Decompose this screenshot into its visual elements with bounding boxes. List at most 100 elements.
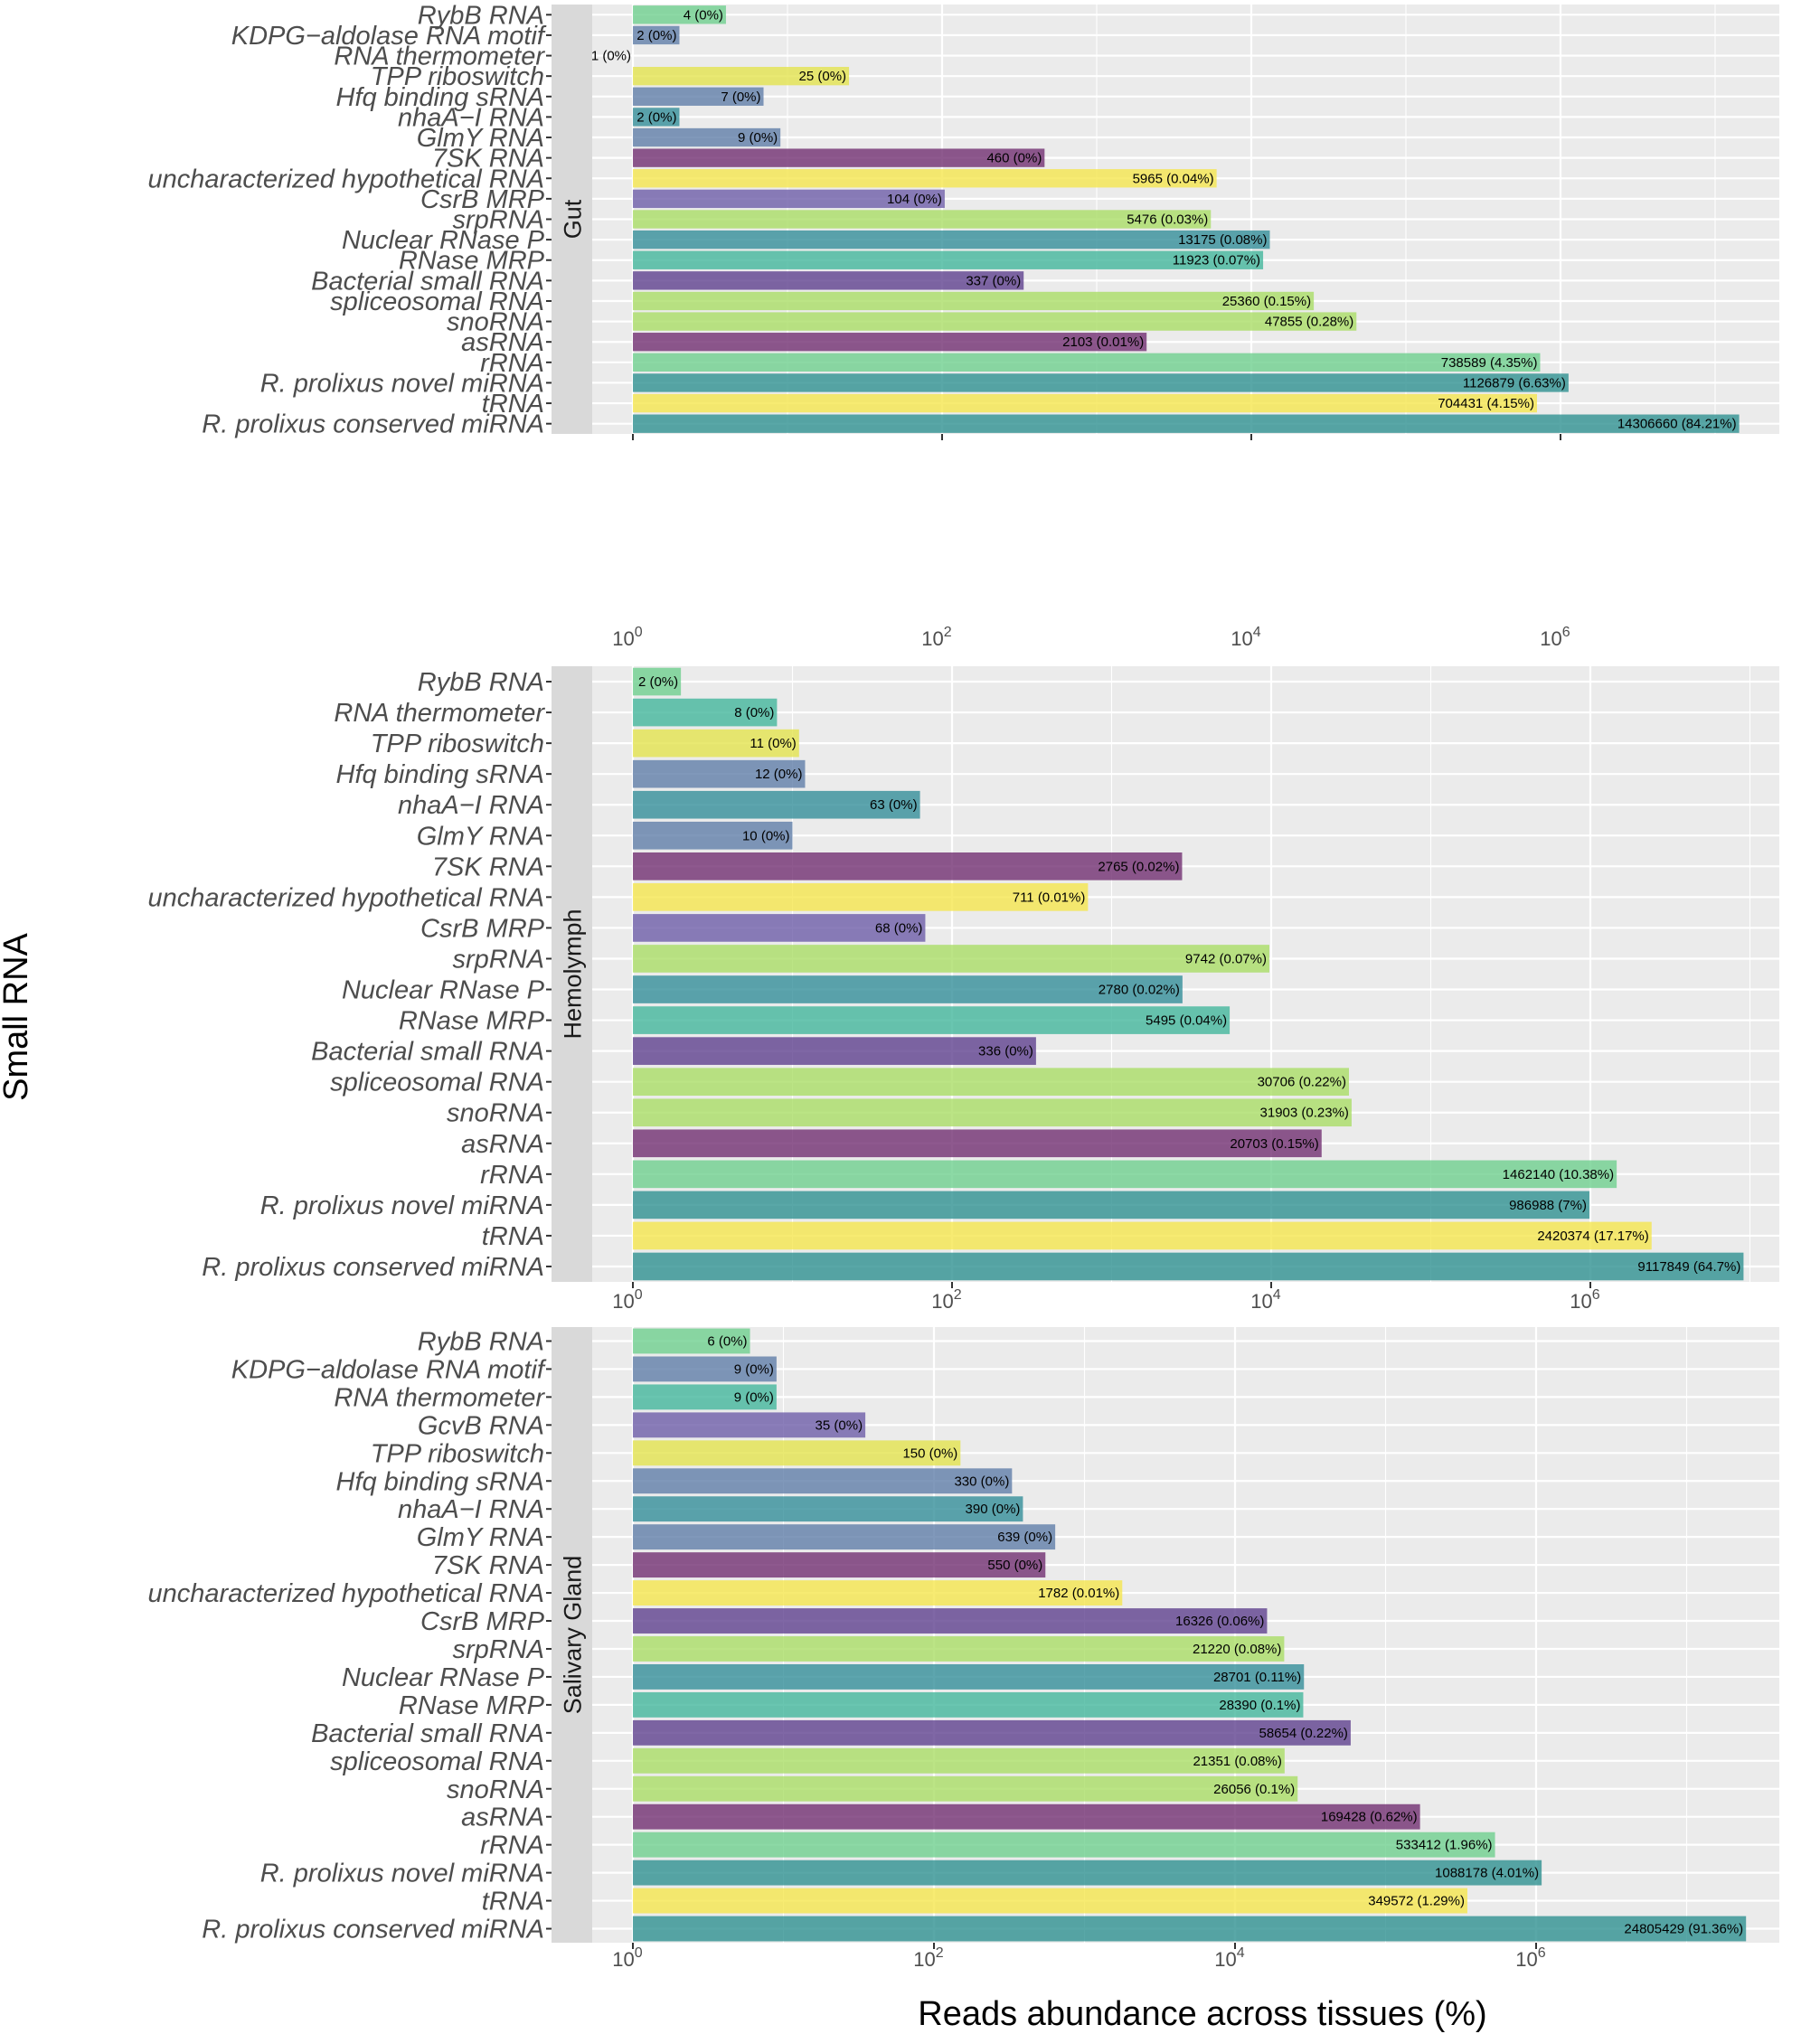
- y-tick-label: RNA thermometer: [334, 42, 545, 71]
- bar: [633, 1356, 777, 1382]
- bar-value-label: 9 (0%): [734, 1361, 774, 1377]
- bar: [633, 1468, 1013, 1494]
- y-tick-label: uncharacterized hypothetical RNA: [148, 883, 544, 912]
- y-tick-label: tRNA: [482, 1222, 544, 1251]
- bar: [633, 729, 799, 758]
- bar: [633, 291, 1315, 311]
- bar: [633, 353, 1541, 372]
- bar-value-label: 2780 (0.02%): [1099, 983, 1180, 998]
- y-tick-label: spliceosomal RNA: [330, 287, 544, 316]
- bar-value-label: 550 (0%): [987, 1558, 1042, 1573]
- bar-value-label: 13175 (0.08%): [1178, 232, 1267, 248]
- y-tick-label: spliceosomal RNA: [330, 1069, 544, 1097]
- bar-value-label: 5965 (0.04%): [1133, 171, 1214, 186]
- y-tick-label: Hfq binding sRNA: [336, 1467, 545, 1496]
- y-tick-label: uncharacterized hypothetical RNA: [148, 165, 544, 193]
- panel-gut: Gut 4 (0%) RybB RNA 2 (0%) KDPG−aldolase RNA…: [148, 1, 1779, 650]
- bar: [633, 1664, 1305, 1690]
- bar: [633, 945, 1269, 973]
- bar: [633, 975, 1183, 1003]
- y-tick-label: RNase MRP: [399, 1007, 545, 1036]
- bar-value-label: 16326 (0.06%): [1175, 1614, 1264, 1629]
- bar-value-label: 337 (0%): [966, 273, 1021, 288]
- y-tick-label: tRNA: [482, 390, 544, 419]
- bar: [633, 1803, 1420, 1830]
- bar: [633, 1068, 1349, 1096]
- bar-value-label: 68 (0%): [875, 920, 923, 936]
- bar: [633, 87, 764, 106]
- bar-value-label: 4 (0%): [684, 7, 723, 23]
- facet-strip: [552, 666, 592, 1282]
- y-tick-label: Bacterial small RNA: [311, 1038, 544, 1067]
- y-tick-label: Bacterial small RNA: [311, 267, 544, 296]
- bar: [633, 1440, 961, 1466]
- y-tick-label: KDPG−aldolase RNA motif: [231, 22, 547, 51]
- bar-value-label: 11923 (0.07%): [1173, 253, 1260, 268]
- facet-label: Hemolymph: [560, 909, 587, 1039]
- y-tick-label: GcvB RNA: [418, 1411, 544, 1440]
- bar-value-label: 2 (0%): [637, 109, 676, 125]
- x-tick-label: 104: [1214, 1945, 1244, 1971]
- y-tick-label: RNA thermometer: [334, 699, 545, 728]
- facet-strip: [552, 1327, 592, 1943]
- y-tick-label: nhaA−I RNA: [398, 103, 544, 132]
- bar: [633, 1832, 1495, 1858]
- bar: [633, 790, 920, 819]
- y-tick-label: Nuclear RNase P: [342, 226, 545, 255]
- bar: [633, 1221, 1652, 1250]
- y-tick-label: spliceosomal RNA: [330, 1747, 544, 1776]
- chart-panels: Gut 4 (0%) RybB RNA 2 (0%) KDPG−aldolase RNA…: [148, 1, 1779, 1971]
- x-tick-label: 102: [931, 1287, 961, 1313]
- y-tick-label: Nuclear RNase P: [342, 976, 545, 1005]
- bar-value-label: 738589 (4.35%): [1441, 355, 1538, 371]
- bar-value-label: 1 (0%): [591, 49, 631, 64]
- bar-value-label: 25 (0%): [799, 69, 847, 84]
- y-tick-label: GlmY RNA: [417, 124, 544, 153]
- bar-value-label: 460 (0%): [986, 151, 1042, 166]
- bar: [633, 127, 781, 147]
- y-tick-label: 7SK RNA: [432, 1551, 544, 1580]
- bar-value-label: 9 (0%): [734, 1389, 774, 1405]
- bar: [633, 373, 1569, 392]
- bar-value-label: 28390 (0.1%): [1219, 1698, 1300, 1713]
- bar: [633, 1384, 777, 1410]
- bar-value-label: 24805429 (91.36%): [1624, 1922, 1743, 1937]
- y-tick-label: TPP riboswitch: [371, 730, 544, 758]
- bar-value-label: 1088178 (4.01%): [1435, 1866, 1539, 1881]
- y-tick-label: Bacterial small RNA: [311, 1719, 544, 1748]
- bar: [633, 1524, 1056, 1550]
- y-tick-label: R. prolixus conserved miRNA: [202, 1253, 544, 1282]
- y-tick-label: CsrB MRP: [420, 914, 545, 943]
- y-tick-label: GlmY RNA: [417, 1523, 544, 1552]
- x-tick-label: 106: [1515, 1945, 1545, 1971]
- bar: [633, 1636, 1285, 1662]
- y-tick-label: snoRNA: [447, 1775, 544, 1804]
- x-axis-title: Reads abundance across tissues (%): [918, 1995, 1486, 2033]
- y-tick-label: asRNA: [461, 1803, 544, 1832]
- bar-value-label: 21220 (0.08%): [1193, 1642, 1281, 1657]
- bar-value-label: 26056 (0.1%): [1213, 1782, 1295, 1797]
- bar: [633, 1328, 750, 1354]
- bar: [633, 1129, 1322, 1158]
- bar-value-label: 9742 (0.07%): [1185, 951, 1267, 966]
- y-tick-label: RNase MRP: [399, 1691, 545, 1720]
- y-tick-label: asRNA: [461, 1130, 544, 1159]
- bar-value-label: 2765 (0.02%): [1098, 859, 1179, 874]
- y-tick-label: snoRNA: [447, 1099, 544, 1128]
- bar-value-label: 711 (0.01%): [1013, 890, 1086, 905]
- bar-value-label: 47855 (0.28%): [1265, 315, 1353, 330]
- facet-label: Gut: [560, 199, 587, 239]
- bar: [633, 333, 1147, 352]
- x-tick-label: 102: [913, 1945, 943, 1971]
- bar-value-label: 8 (0%): [734, 705, 774, 720]
- bar-value-label: 330 (0%): [954, 1474, 1009, 1489]
- bar: [633, 1691, 1304, 1718]
- y-tick-label: Nuclear RNase P: [342, 1663, 545, 1692]
- bar: [633, 852, 1183, 880]
- x-tick-label: 102: [921, 625, 951, 650]
- y-tick-label: CsrB MRP: [420, 185, 545, 214]
- y-tick-label: CsrB MRP: [420, 1607, 545, 1636]
- bar-value-label: 35 (0%): [816, 1417, 863, 1433]
- bar: [633, 189, 945, 209]
- bar: [633, 1006, 1231, 1034]
